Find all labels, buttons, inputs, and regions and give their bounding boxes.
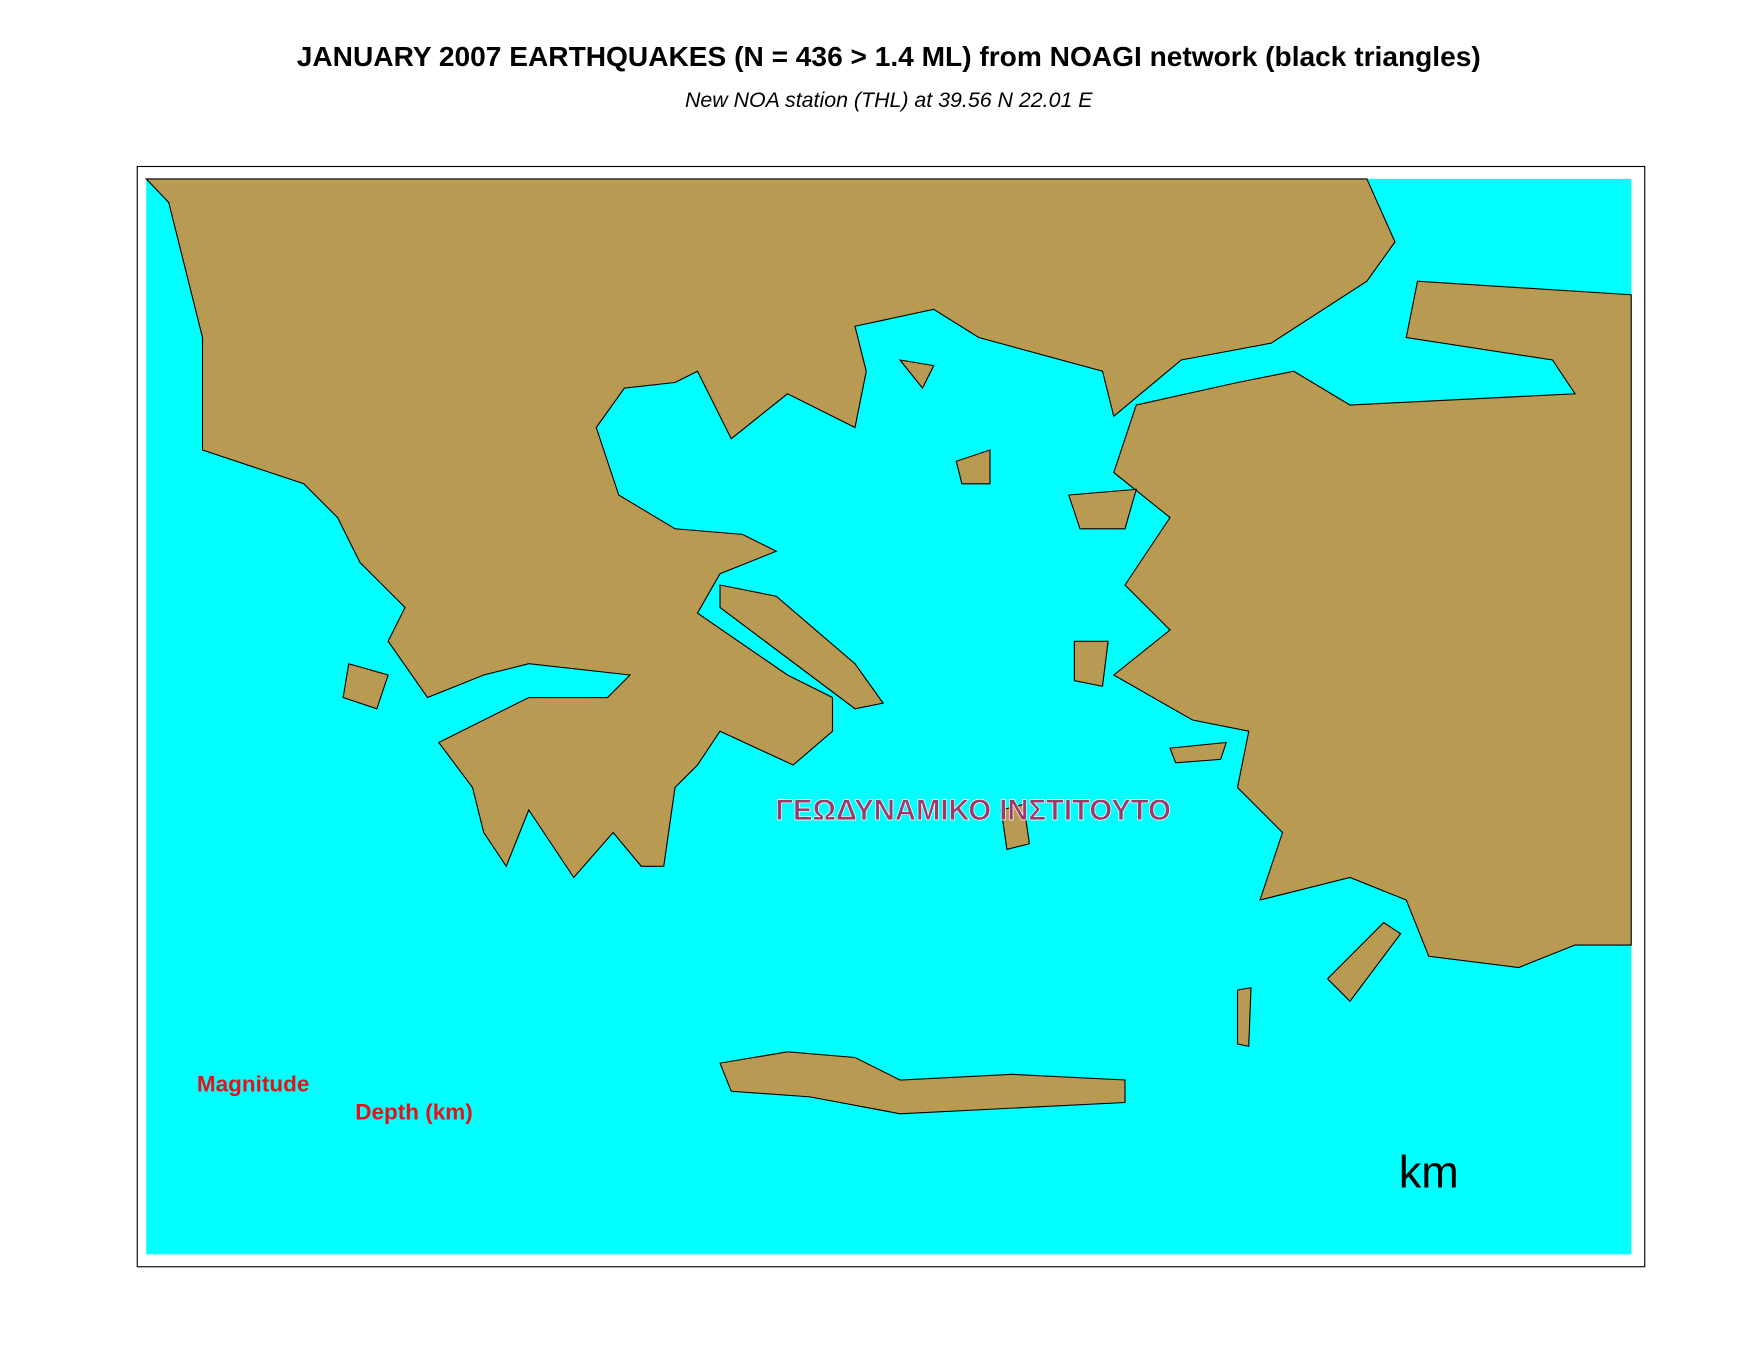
map-group: JANUARY 2007 EARTHQUAKES (N = 436 > 1.4 … — [136, 41, 1646, 1268]
magnitude-title: Magnitude — [197, 1072, 310, 1097]
naxos — [1000, 803, 1031, 851]
title: JANUARY 2007 EARTHQUAKES (N = 436 > 1.4 … — [297, 41, 1481, 72]
lemnos — [955, 449, 991, 485]
crete — [719, 1051, 1126, 1115]
euboea — [719, 584, 885, 710]
rhodes — [1326, 921, 1402, 1003]
samos — [1169, 741, 1228, 764]
subtitle: New NOA station (THL) at 39.56 N 22.01 E — [685, 88, 1093, 112]
land — [144, 178, 1632, 1115]
lesvos — [1067, 488, 1138, 530]
balkans — [144, 178, 1396, 879]
chios — [1073, 640, 1109, 687]
karpathos — [1236, 987, 1252, 1047]
thasos — [898, 359, 935, 390]
watermark: ΓΕΩΔΥΝΑΜΙΚΟ ΙΝΣΤΙΤΟΥΤΟ — [775, 795, 1171, 827]
depth-title: Depth (km) — [355, 1100, 473, 1125]
kefalonia — [342, 663, 389, 710]
anatolia — [1112, 280, 1632, 969]
scale-unit: km — [1399, 1147, 1459, 1198]
